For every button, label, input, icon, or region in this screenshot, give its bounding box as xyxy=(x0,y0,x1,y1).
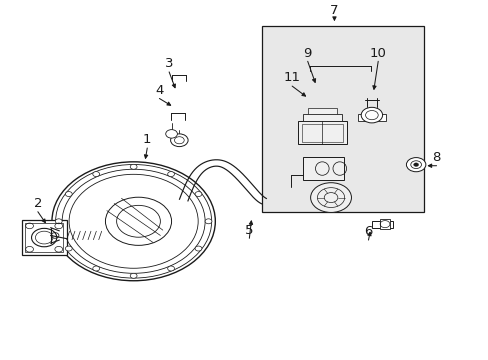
Circle shape xyxy=(65,192,72,197)
Circle shape xyxy=(361,107,382,123)
Bar xyxy=(302,114,341,121)
Circle shape xyxy=(167,172,174,176)
Circle shape xyxy=(195,246,202,251)
Text: 10: 10 xyxy=(369,46,386,59)
Circle shape xyxy=(165,130,177,138)
Bar xyxy=(358,114,385,121)
Circle shape xyxy=(170,134,188,147)
Circle shape xyxy=(93,172,100,176)
Text: 9: 9 xyxy=(303,46,311,59)
Bar xyxy=(301,124,342,141)
Text: 11: 11 xyxy=(283,71,300,84)
Text: 1: 1 xyxy=(142,133,151,146)
Circle shape xyxy=(204,219,211,224)
Circle shape xyxy=(167,266,174,271)
Circle shape xyxy=(130,164,137,169)
Bar xyxy=(302,157,344,180)
FancyBboxPatch shape xyxy=(261,26,424,212)
Circle shape xyxy=(413,163,418,166)
Bar xyxy=(307,108,336,114)
Bar xyxy=(22,220,66,255)
Circle shape xyxy=(195,192,202,197)
Text: 4: 4 xyxy=(155,84,163,97)
Circle shape xyxy=(130,273,137,278)
Circle shape xyxy=(93,266,100,271)
Bar xyxy=(372,221,392,228)
Text: 7: 7 xyxy=(329,4,338,17)
Bar xyxy=(379,219,389,229)
Bar xyxy=(297,121,346,144)
Text: 8: 8 xyxy=(431,151,440,164)
Text: 2: 2 xyxy=(34,197,42,210)
Circle shape xyxy=(55,219,62,224)
Circle shape xyxy=(65,246,72,251)
Text: 5: 5 xyxy=(244,224,253,237)
Text: 6: 6 xyxy=(364,225,372,238)
Circle shape xyxy=(52,162,215,281)
Text: 3: 3 xyxy=(164,57,173,70)
Bar xyxy=(25,223,63,252)
Circle shape xyxy=(406,158,425,172)
Circle shape xyxy=(310,183,351,212)
